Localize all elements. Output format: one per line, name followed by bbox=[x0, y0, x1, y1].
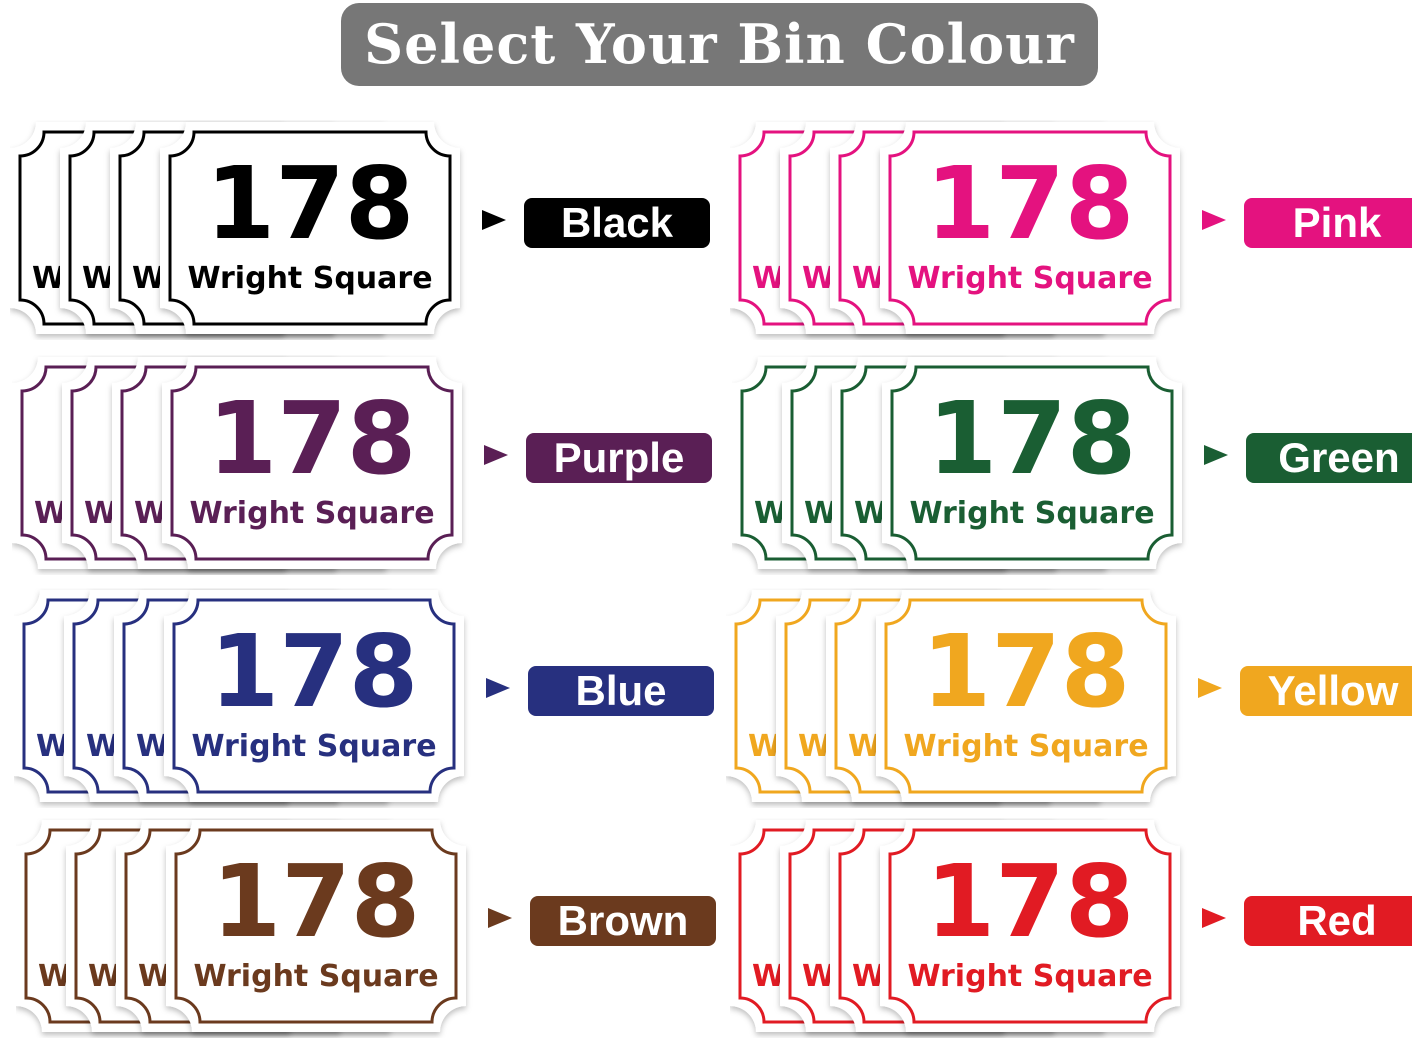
colour-option-yellow[interactable]: W W W 178 Wright Square Yellow bbox=[726, 588, 1412, 808]
house-number: 178 bbox=[206, 145, 415, 262]
arrow-right-icon bbox=[1204, 445, 1228, 465]
partial-street-text: W bbox=[38, 959, 71, 994]
partial-street-text: W bbox=[84, 496, 117, 531]
street-name: Wright Square bbox=[903, 729, 1148, 764]
street-name: Wright Square bbox=[907, 261, 1152, 296]
arrow-right-icon bbox=[486, 678, 510, 698]
colour-label[interactable]: Black bbox=[524, 198, 710, 248]
house-number: 178 bbox=[922, 613, 1131, 730]
colour-label[interactable]: Green bbox=[1246, 433, 1412, 483]
partial-street-text: W bbox=[132, 261, 165, 296]
partial-street-text: W bbox=[752, 959, 785, 994]
colour-option-black[interactable]: W W W 178 Wright Square Black bbox=[10, 120, 710, 340]
colour-option-red[interactable]: W W W 178 Wright Square Red bbox=[730, 818, 1412, 1038]
arrow-right-icon bbox=[1202, 210, 1226, 230]
house-number: 178 bbox=[926, 843, 1135, 960]
arrow-right-icon bbox=[488, 908, 512, 928]
partial-street-text: W bbox=[854, 496, 887, 531]
colour-option-blue[interactable]: W W W 178 Wright Square Blue bbox=[14, 588, 714, 808]
partial-street-text: W bbox=[36, 729, 69, 764]
house-number: 178 bbox=[926, 145, 1135, 262]
partial-street-text: W bbox=[802, 261, 835, 296]
colour-option-brown[interactable]: W W W 178 Wright Square Brown bbox=[16, 818, 716, 1038]
colour-option-green[interactable]: W W W 178 Wright Square Green bbox=[732, 355, 1412, 575]
partial-street-text: W bbox=[88, 959, 121, 994]
colour-label[interactable]: Blue bbox=[528, 666, 714, 716]
partial-street-text: W bbox=[752, 261, 785, 296]
house-number: 178 bbox=[928, 380, 1137, 497]
partial-street-text: W bbox=[82, 261, 115, 296]
colour-label[interactable]: Brown bbox=[530, 896, 716, 946]
arrow-right-icon bbox=[484, 445, 508, 465]
partial-street-text: W bbox=[802, 959, 835, 994]
street-name: Wright Square bbox=[187, 261, 432, 296]
partial-street-text: W bbox=[804, 496, 837, 531]
colour-label[interactable]: Purple bbox=[526, 433, 712, 483]
partial-street-text: W bbox=[138, 959, 171, 994]
arrow-right-icon bbox=[1198, 678, 1222, 698]
partial-street-text: W bbox=[852, 959, 885, 994]
partial-street-text: W bbox=[852, 261, 885, 296]
partial-street-text: W bbox=[748, 729, 781, 764]
street-name: Wright Square bbox=[189, 496, 434, 531]
arrow-right-icon bbox=[482, 210, 506, 230]
partial-street-text: W bbox=[136, 729, 169, 764]
partial-street-text: W bbox=[848, 729, 881, 764]
partial-street-text: W bbox=[134, 496, 167, 531]
partial-street-text: W bbox=[86, 729, 119, 764]
colour-label[interactable]: Red bbox=[1244, 896, 1412, 946]
partial-street-text: W bbox=[754, 496, 787, 531]
street-name: Wright Square bbox=[909, 496, 1154, 531]
partial-street-text: W bbox=[798, 729, 831, 764]
street-name: Wright Square bbox=[191, 729, 436, 764]
house-number: 178 bbox=[210, 613, 419, 730]
colour-label[interactable]: Pink bbox=[1244, 198, 1412, 248]
colour-option-purple[interactable]: W W W 178 Wright Square Purple bbox=[12, 355, 712, 575]
colour-label[interactable]: Yellow bbox=[1240, 666, 1412, 716]
colour-option-pink[interactable]: W W W 178 Wright Square Pink bbox=[730, 120, 1412, 340]
page-title: Select Your Bin Colour bbox=[341, 3, 1098, 86]
partial-street-text: W bbox=[32, 261, 65, 296]
street-name: Wright Square bbox=[907, 959, 1152, 994]
arrow-right-icon bbox=[1202, 908, 1226, 928]
house-number: 178 bbox=[208, 380, 417, 497]
house-number: 178 bbox=[212, 843, 421, 960]
street-name: Wright Square bbox=[193, 959, 438, 994]
partial-street-text: W bbox=[34, 496, 67, 531]
